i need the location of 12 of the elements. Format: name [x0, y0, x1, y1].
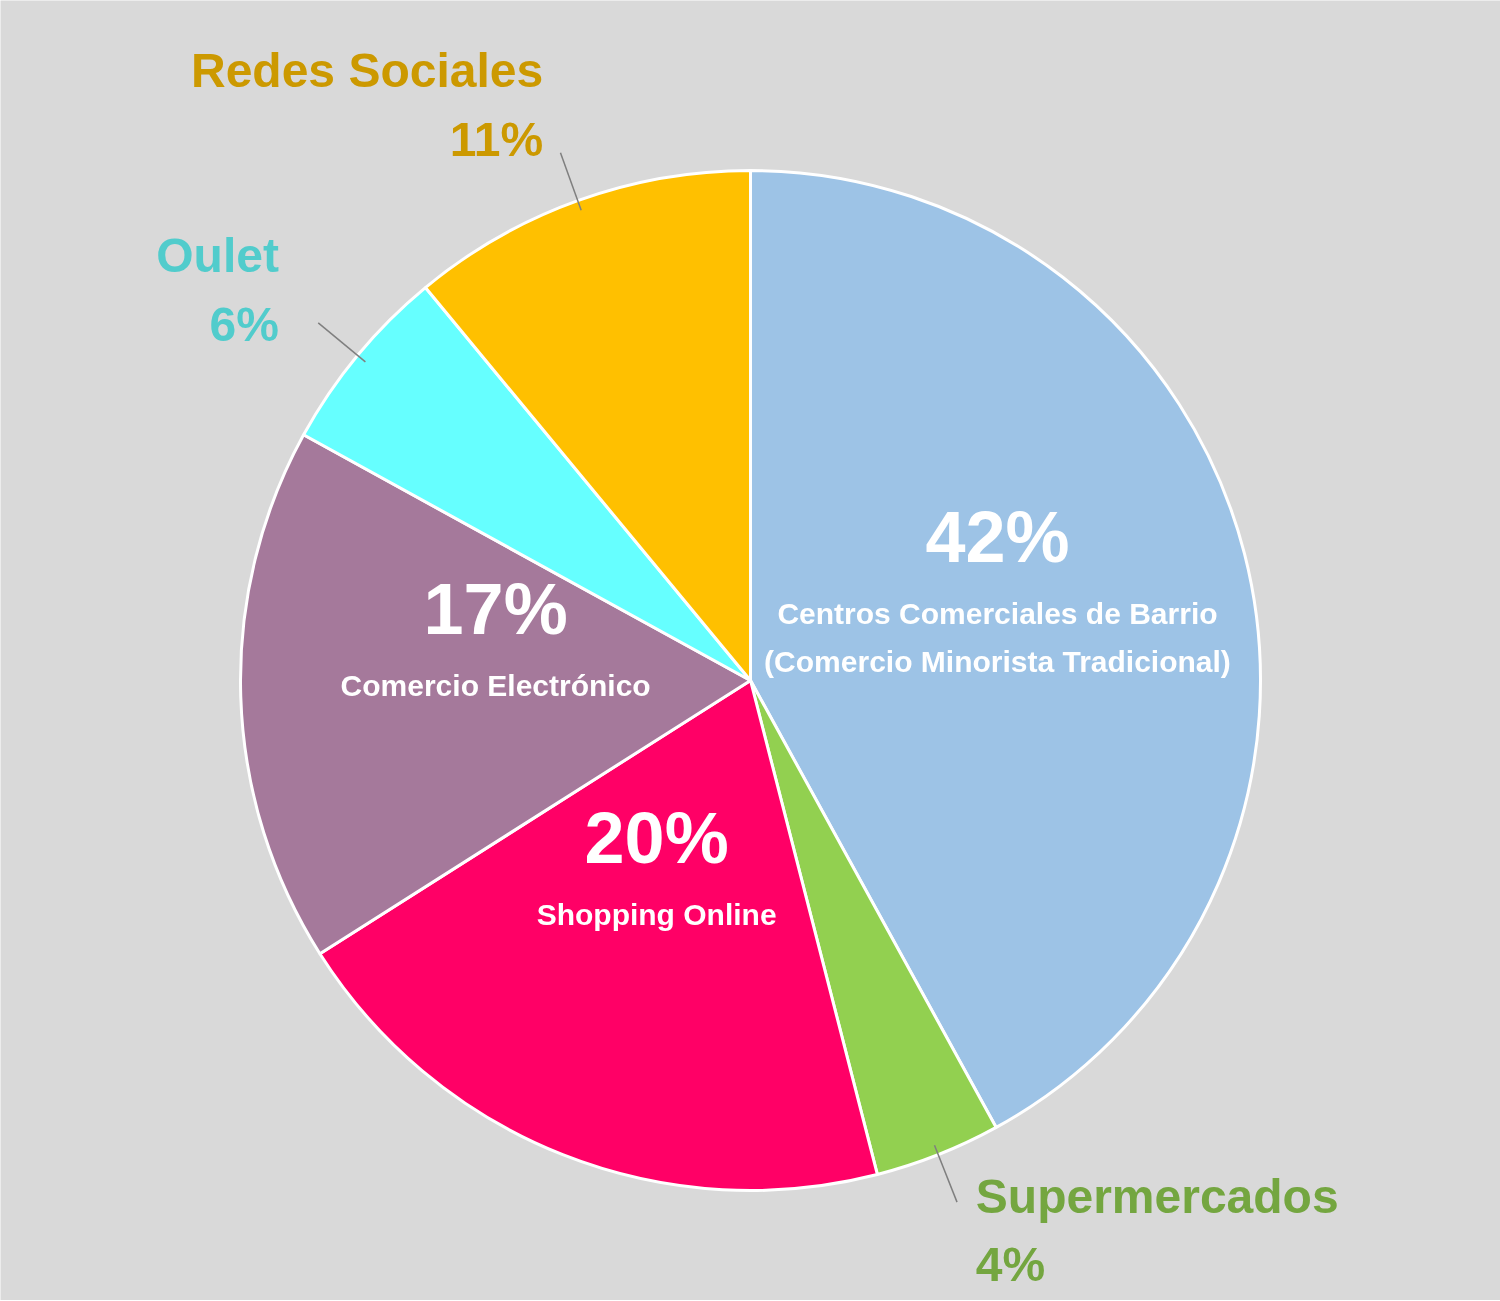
- slice-label: Centros Comerciales de Barrio (Comercio Minorista Tradicional): [764, 597, 1231, 678]
- data-label: 4%: [975, 1238, 1046, 1292]
- data-label: 42%: [925, 497, 1070, 578]
- slice-label: Comercio Electrónico: [340, 668, 651, 702]
- slice-label: Shopping Online: [536, 897, 777, 931]
- data-label: 17%: [423, 568, 568, 649]
- slice-label: Supermercados: [975, 1169, 1339, 1223]
- data-label: 20%: [584, 797, 729, 878]
- slice-label: Oulet: [156, 229, 279, 283]
- data-label: 6%: [209, 298, 279, 352]
- data-label: 11%: [449, 112, 544, 166]
- slice-label: Redes Sociales: [191, 43, 544, 97]
